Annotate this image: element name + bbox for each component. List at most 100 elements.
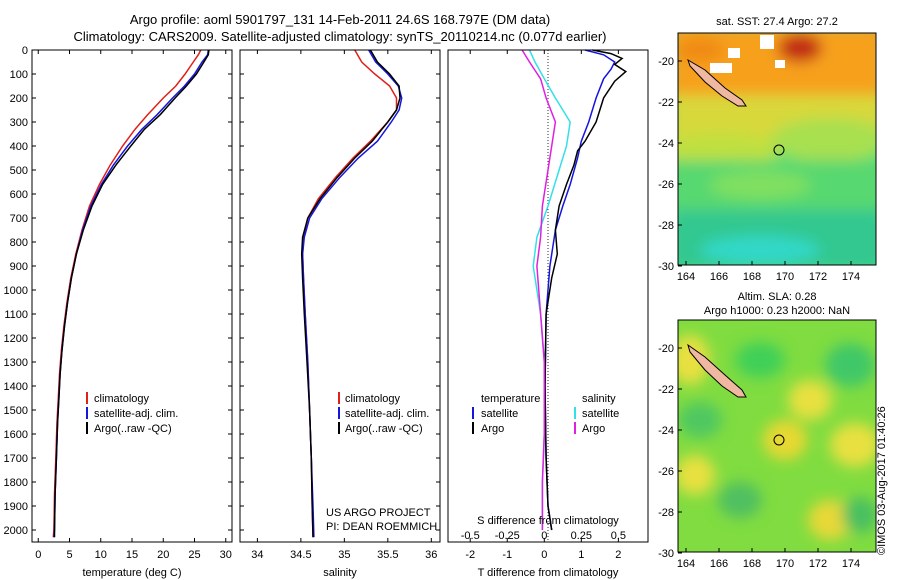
sla-ytick-label-1: -22 bbox=[658, 384, 674, 396]
difference-frame bbox=[447, 49, 649, 543]
salinity-panel: 34 34.5 35 35.5 36 salinity climatology sate… bbox=[239, 49, 441, 579]
depth-tick-label-7: 700 bbox=[10, 213, 28, 225]
header-line-2: Climatology: CARS2009. Satellite-adjuste… bbox=[73, 29, 607, 44]
difference-series-1 bbox=[544, 49, 628, 531]
depth-tick-label-11: 1100 bbox=[4, 309, 28, 321]
depth-tick-label-16: 1600 bbox=[4, 429, 28, 441]
temp-legend-satellite: satellite-adj. clim. bbox=[94, 408, 178, 420]
depth-tick-label-4: 400 bbox=[10, 141, 28, 153]
temp-legend-climatology: climatology bbox=[94, 393, 150, 405]
sst-xtick-label-2: 168 bbox=[743, 271, 761, 283]
salinity-frame bbox=[239, 49, 441, 543]
depth-tick-label-12: 1200 bbox=[4, 333, 28, 345]
diff-legend-s-argo: Argo bbox=[582, 423, 605, 435]
salinity-legend: climatology satellite-adj. clim. Argo(..… bbox=[338, 392, 429, 435]
temperature-panel: 0100200300400500600700800900100011001200… bbox=[4, 45, 233, 579]
temp-legend-argo-mark bbox=[86, 422, 88, 434]
diff-legend-temperature-title: temperature bbox=[481, 393, 540, 405]
header-line-1: Argo profile: aoml 5901797_131 14-Feb-20… bbox=[129, 12, 551, 27]
s-diff-tick-label-4: 0.5 bbox=[611, 530, 626, 542]
sla-map-title-2: Argo h1000: 0.23 h2000: NaN bbox=[704, 305, 850, 317]
temperature-xtick-label-3: 15 bbox=[126, 549, 138, 561]
temp-legend-climatology-mark bbox=[86, 392, 88, 404]
salinity-xtick-label-2: 35 bbox=[338, 549, 350, 561]
diff-legend-s-satellite: satellite bbox=[582, 408, 619, 420]
temperature-xtick-label-0: 0 bbox=[35, 549, 41, 561]
sst-ytick-label-4: -28 bbox=[658, 220, 674, 232]
temp-legend-argo: Argo(..raw -QC) bbox=[94, 423, 172, 435]
sla-argo-location bbox=[773, 434, 785, 446]
depth-tick-label-8: 800 bbox=[10, 237, 28, 249]
sla-xtick-label-4: 172 bbox=[809, 558, 827, 570]
salinity-xtick-label-4: 36 bbox=[425, 549, 437, 561]
salinity-series-2 bbox=[300, 49, 401, 538]
depth-tick-label-13: 1300 bbox=[4, 357, 28, 369]
s-diff-tick-label-0: -0.5 bbox=[461, 530, 480, 542]
sla-xtick-label-3: 170 bbox=[776, 558, 794, 570]
sst-xtick-label-3: 170 bbox=[776, 271, 794, 283]
sla-ytick-label-4: -28 bbox=[658, 507, 674, 519]
salinity-xlabel: salinity bbox=[323, 567, 357, 579]
sst-ytick-label-5: -30 bbox=[658, 261, 674, 273]
sla-ytick-label-3: -26 bbox=[658, 466, 674, 478]
sla-ytick-label-0: -20 bbox=[658, 343, 674, 355]
sla-xtick-label-1: 166 bbox=[710, 558, 728, 570]
sal-legend-climatology: climatology bbox=[345, 393, 401, 405]
sla-ytick-label-5: -30 bbox=[658, 548, 674, 560]
depth-tick-label-14: 1400 bbox=[4, 381, 28, 393]
diff-legend-t-argo: Argo bbox=[481, 423, 504, 435]
sst-map: sat. SST: 27.4 Argo: 27.2 16 bbox=[658, 16, 877, 283]
temperature-xtick-label-1: 5 bbox=[66, 549, 72, 561]
depth-tick-label-0: 0 bbox=[22, 45, 28, 57]
imos-timestamp: ©IMOS 03-Aug-2017 01:40:26 bbox=[876, 406, 888, 555]
s-difference-label: S difference from climatology bbox=[477, 515, 619, 527]
depth-tick-label-17: 1700 bbox=[4, 453, 28, 465]
sst-ytick-label-3: -26 bbox=[658, 179, 674, 191]
diff-legend-t-argo-mark bbox=[472, 422, 474, 434]
temperature-legend: climatology satellite-adj. clim. Argo(..… bbox=[86, 392, 178, 435]
temperature-xtick-label-5: 25 bbox=[188, 549, 200, 561]
sst-map-title: sat. SST: 27.4 Argo: 27.2 bbox=[716, 16, 838, 28]
difference-xtick-label-3: 1 bbox=[578, 549, 584, 561]
project-annotation-1: US ARGO PROJECT bbox=[326, 507, 431, 519]
sal-legend-argo-mark bbox=[338, 422, 340, 434]
temperature-xtick-label-6: 30 bbox=[220, 549, 232, 561]
difference-panel: -2 -1 0 1 2 -0.5 -0.25 0 0.25 0.5 S difference f… bbox=[447, 49, 649, 579]
s-diff-tick-label-3: 0.25 bbox=[571, 530, 592, 542]
depth-tick-label-10: 1000 bbox=[4, 285, 28, 297]
temperature-xtick-label-4: 20 bbox=[157, 549, 169, 561]
diff-legend-t-satellite-mark bbox=[472, 407, 474, 419]
project-annotation-2: PI: DEAN ROEMMICH bbox=[326, 521, 437, 533]
sla-xtick-label-2: 168 bbox=[743, 558, 761, 570]
depth-tick-label-15: 1500 bbox=[4, 405, 28, 417]
s-diff-tick-label-1: -0.25 bbox=[495, 530, 520, 542]
temperature-series-2 bbox=[53, 49, 210, 538]
sst-ytick-label-1: -22 bbox=[658, 97, 674, 109]
salinity-xtick-label-0: 34 bbox=[251, 549, 263, 561]
diff-legend-s-satellite-mark bbox=[574, 407, 576, 419]
sla-xtick-label-0: 164 bbox=[677, 558, 695, 570]
s-diff-tick-label-2: 0 bbox=[541, 530, 547, 542]
sla-map-title-1: Altim. SLA: 0.28 bbox=[738, 291, 817, 303]
sal-legend-argo: Argo(..raw -QC) bbox=[345, 423, 423, 435]
difference-xtick-label-0: -2 bbox=[465, 549, 475, 561]
temp-legend-satellite-mark bbox=[86, 407, 88, 419]
t-difference-label: T difference from climatology bbox=[478, 567, 619, 579]
sal-legend-satellite: satellite-adj. clim. bbox=[345, 408, 429, 420]
difference-xtick-label-4: 2 bbox=[615, 549, 621, 561]
diff-legend-t-satellite: satellite bbox=[481, 408, 518, 420]
depth-tick-label-5: 500 bbox=[10, 165, 28, 177]
depth-tick-label-3: 300 bbox=[10, 117, 28, 129]
salinity-xtick-label-3: 35.5 bbox=[377, 549, 398, 561]
salinity-xtick-label-1: 34.5 bbox=[290, 549, 311, 561]
depth-tick-label-6: 600 bbox=[10, 189, 28, 201]
depth-tick-label-18: 1800 bbox=[4, 477, 28, 489]
depth-tick-label-19: 1900 bbox=[4, 501, 28, 513]
diff-legend-salinity-title: salinity bbox=[582, 393, 616, 405]
difference-xtick-label-2: 0 bbox=[541, 549, 547, 561]
sla-xtick-label-5: 174 bbox=[842, 558, 860, 570]
difference-series-3 bbox=[521, 49, 557, 530]
depth-tick-label-1: 100 bbox=[10, 69, 28, 81]
sst-xtick-label-5: 174 bbox=[842, 271, 860, 283]
